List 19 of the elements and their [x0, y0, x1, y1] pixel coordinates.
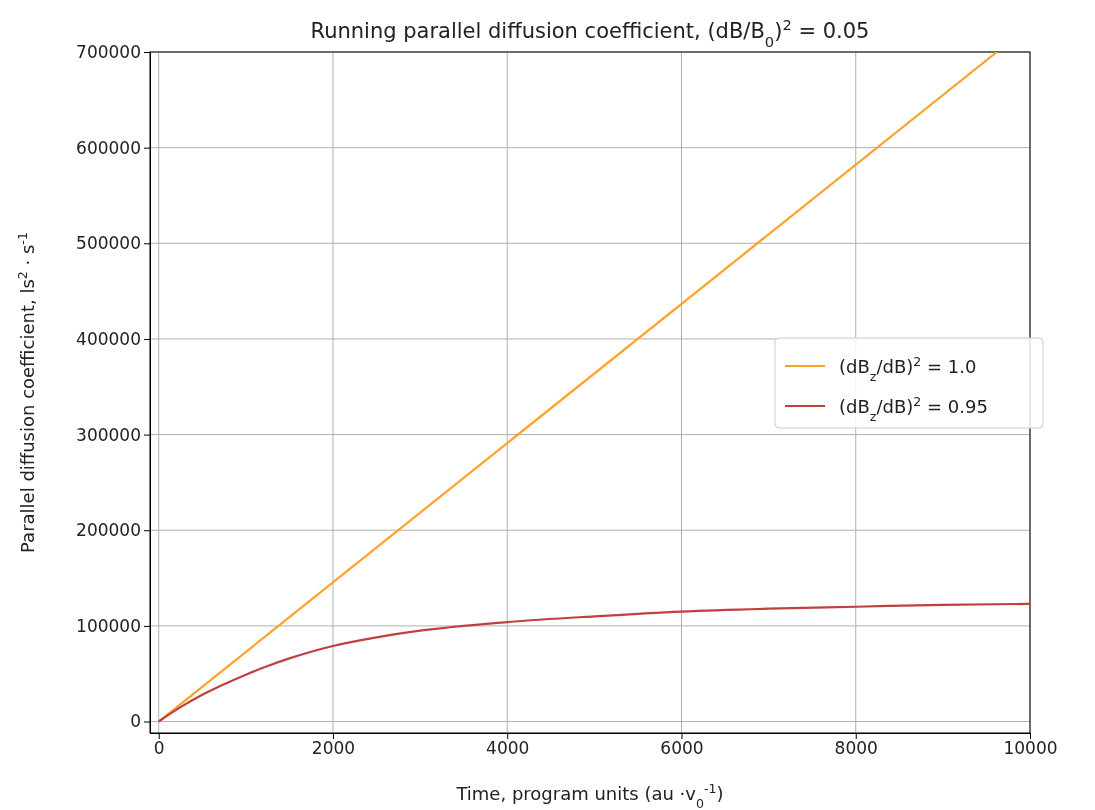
y-tick-label: 700000	[76, 41, 141, 62]
y-tick-label: 200000	[76, 520, 141, 541]
y-tick-label: 100000	[76, 615, 141, 636]
y-tick-label: 400000	[76, 328, 141, 349]
x-tick-label: 4000	[486, 738, 530, 759]
x-tick-label: 8000	[834, 738, 878, 759]
y-tick-label: 600000	[76, 137, 141, 158]
legend-label: (dB$_{z}$/dB)$^{2}$ = 0.95	[839, 393, 988, 424]
x-tick-label: 2000	[311, 738, 356, 759]
y-tick-label: 500000	[76, 233, 141, 254]
x-tick-label: 6000	[660, 738, 704, 759]
y-tick-label: 300000	[76, 424, 141, 445]
line-series	[157, 602, 1030, 723]
x-axis-title: Time, program units (au ·v$_{0}$$^{-1}$)	[455, 780, 724, 810]
legend-label: (dB$_{z}$/dB)$^{2}$ = 1.0	[839, 353, 977, 384]
x-tick-label: 10000	[1003, 738, 1058, 759]
y-tick-label: 0	[130, 711, 141, 732]
chart-title: Running parallel diffusion coefficient, (dB/B$_{0}$)$^{2}$ = 0.05	[310, 15, 870, 50]
x-tick-label: 0	[153, 738, 165, 759]
